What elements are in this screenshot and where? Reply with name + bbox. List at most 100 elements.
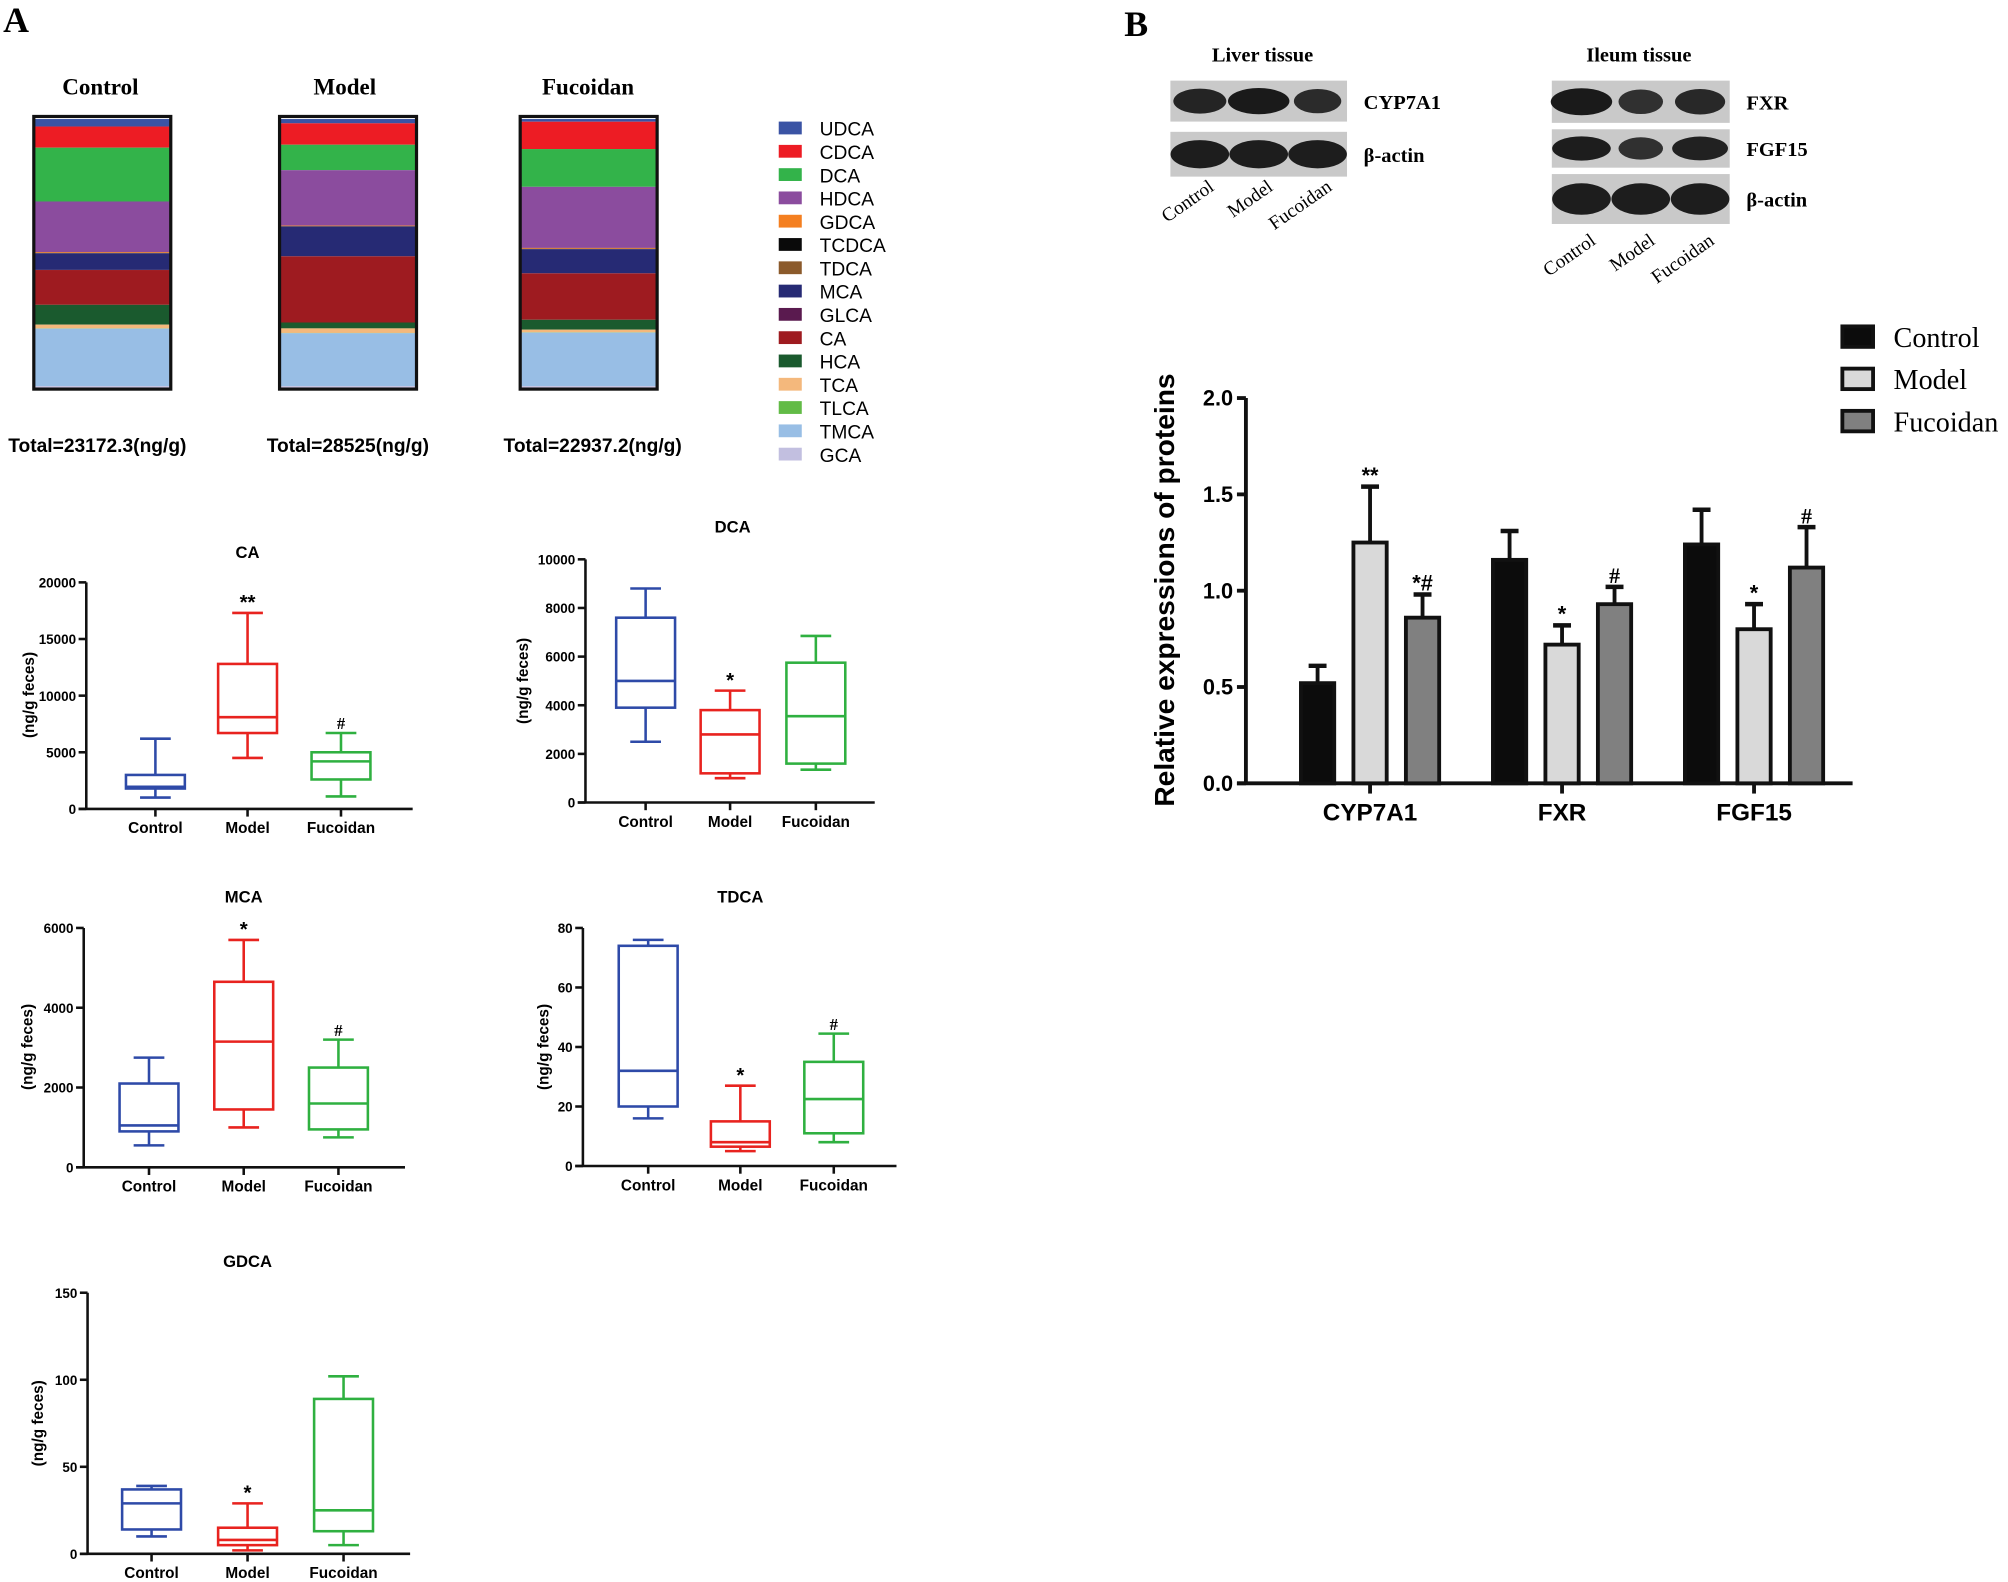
x-tick-label: Model (225, 1565, 269, 1582)
iqr-box (803, 1060, 865, 1135)
legend-label: HCA (820, 353, 861, 374)
significance-mark: ** (240, 591, 256, 614)
legend-label: GCA (820, 446, 862, 467)
y-tick-label: 2000 (545, 747, 575, 762)
y-tick-label: 10000 (39, 689, 76, 704)
y-tick-label: 20000 (39, 575, 76, 590)
legend-swatch-hca (778, 354, 802, 368)
y-axis-label: (ng/g feces) (535, 1004, 552, 1090)
legend-label: HDCA (820, 190, 875, 211)
stack-total: Total=22937.2(ng/g) (504, 436, 682, 457)
legend-label: TCA (820, 376, 859, 397)
y-tick-label: 6000 (44, 921, 74, 936)
legend-label: DCA (820, 166, 861, 187)
protein-label-β-actin: β-actin (1364, 145, 1425, 167)
blot-band (1618, 137, 1664, 160)
x-tick-label: Model (708, 814, 752, 831)
boxplot-ca: CA (ng/g feces) 0 5000 10000 15000 20000 Contro… (21, 543, 413, 837)
y-axis-label: (ng/g feces) (30, 1380, 47, 1466)
stack-segment-mca (33, 253, 171, 270)
x-tick-label: Control (618, 814, 673, 831)
legend-label: GDCA (820, 213, 876, 234)
legend-swatch-glca (778, 307, 802, 321)
x-tick-label: Fucoidan (307, 820, 375, 837)
box-fucoidan (785, 634, 847, 771)
box-control (120, 1484, 183, 1538)
stack-segment-tca (520, 329, 658, 333)
blot-band (1173, 88, 1227, 114)
iqr-box (312, 1397, 375, 1533)
y-tick-label: 6000 (545, 650, 575, 665)
iqr-box (213, 980, 275, 1111)
significance-mark: # (334, 1021, 343, 1040)
x-tick-label: Fucoidan (309, 1565, 377, 1582)
legend-swatch-fucoidan (1840, 408, 1875, 434)
iqr-box (216, 1526, 279, 1547)
stack-segment-tmca (279, 333, 417, 387)
y-tick-label: 2.0 (1203, 386, 1233, 411)
blot-band (1674, 89, 1726, 115)
lane-label: Fucoidan (1648, 230, 1719, 288)
panel-label-b: B (1124, 4, 1148, 44)
y-tick-label: 5000 (46, 745, 76, 760)
stack-segment-udca (33, 119, 171, 127)
stack-segment-udca (520, 119, 658, 122)
box-control (124, 737, 187, 799)
bar-control-fxr (1491, 557, 1529, 786)
y-tick-label: 15000 (39, 632, 76, 647)
y-tick-label: 0 (565, 1159, 572, 1174)
y-tick-label: 10000 (538, 552, 575, 567)
significance-mark: # (337, 714, 346, 733)
blot-band (1611, 183, 1671, 215)
box-control (118, 1056, 180, 1147)
legend-label: MCA (820, 283, 863, 304)
chart-title: CA (236, 543, 260, 562)
stack-segment-gdca (279, 225, 417, 227)
box-model: * (709, 1064, 772, 1153)
blot-band (1552, 183, 1611, 215)
x-tick-label: Fucoidan (800, 1177, 868, 1194)
significance-mark: * (1558, 602, 1567, 627)
y-tick-label: 100 (55, 1373, 77, 1388)
significance-mark: # (830, 1015, 839, 1034)
significance-mark: * (244, 1482, 252, 1505)
stack-segment-dca (520, 149, 658, 187)
stack-segment-hdca (520, 186, 658, 248)
legend-swatch-ca (778, 331, 802, 345)
box-fucoidan: # (310, 714, 372, 798)
y-axis-label: (ng/g feces) (21, 652, 38, 738)
boxplot-tdca: TDCA (ng/g feces) 0 20 40 60 80 Control Model * Fu… (535, 887, 897, 1194)
y-tick-label: 150 (55, 1286, 77, 1301)
stack-segment-hca (279, 322, 417, 329)
significance-mark: # (1609, 564, 1620, 588)
stack-segment-dca (279, 144, 417, 171)
box-model: ** (216, 591, 279, 760)
boxplot-charts: CA (ng/g feces) 0 5000 10000 15000 20000 Contro… (20, 517, 897, 1582)
stack-segment-tca (33, 324, 171, 329)
stack-segment-hca (520, 319, 658, 330)
significance-mark: * (736, 1064, 744, 1087)
y-tick-label: 1.5 (1203, 482, 1233, 507)
significance-mark: # (1801, 504, 1812, 528)
iqr-box (120, 1488, 183, 1531)
bar-model-cyp7a1 (1351, 540, 1389, 786)
x-tick-label: CYP7A1 (1323, 799, 1418, 826)
legend-swatch-control (1840, 324, 1875, 349)
stack-bar-frame (518, 114, 659, 391)
blot-band (1227, 88, 1290, 115)
y-axis-label: (ng/g feces) (515, 638, 532, 724)
stack-bar-frame (32, 114, 173, 391)
chart-title: GDCA (223, 1252, 272, 1271)
bar-model-fxr (1543, 642, 1581, 786)
x-tick-label: Fucoidan (782, 814, 850, 831)
x-tick-label: Control (621, 1177, 676, 1194)
bar-control-fgf15 (1683, 542, 1721, 786)
lane-label: Control (1540, 230, 1600, 281)
blot-band (1293, 88, 1342, 114)
stacked-composition-chart: Control Total=23172.3(ng/g) Model Total=285… (8, 74, 886, 467)
x-tick-label: Control (122, 1179, 177, 1196)
legend-swatch-gdca (778, 214, 802, 228)
